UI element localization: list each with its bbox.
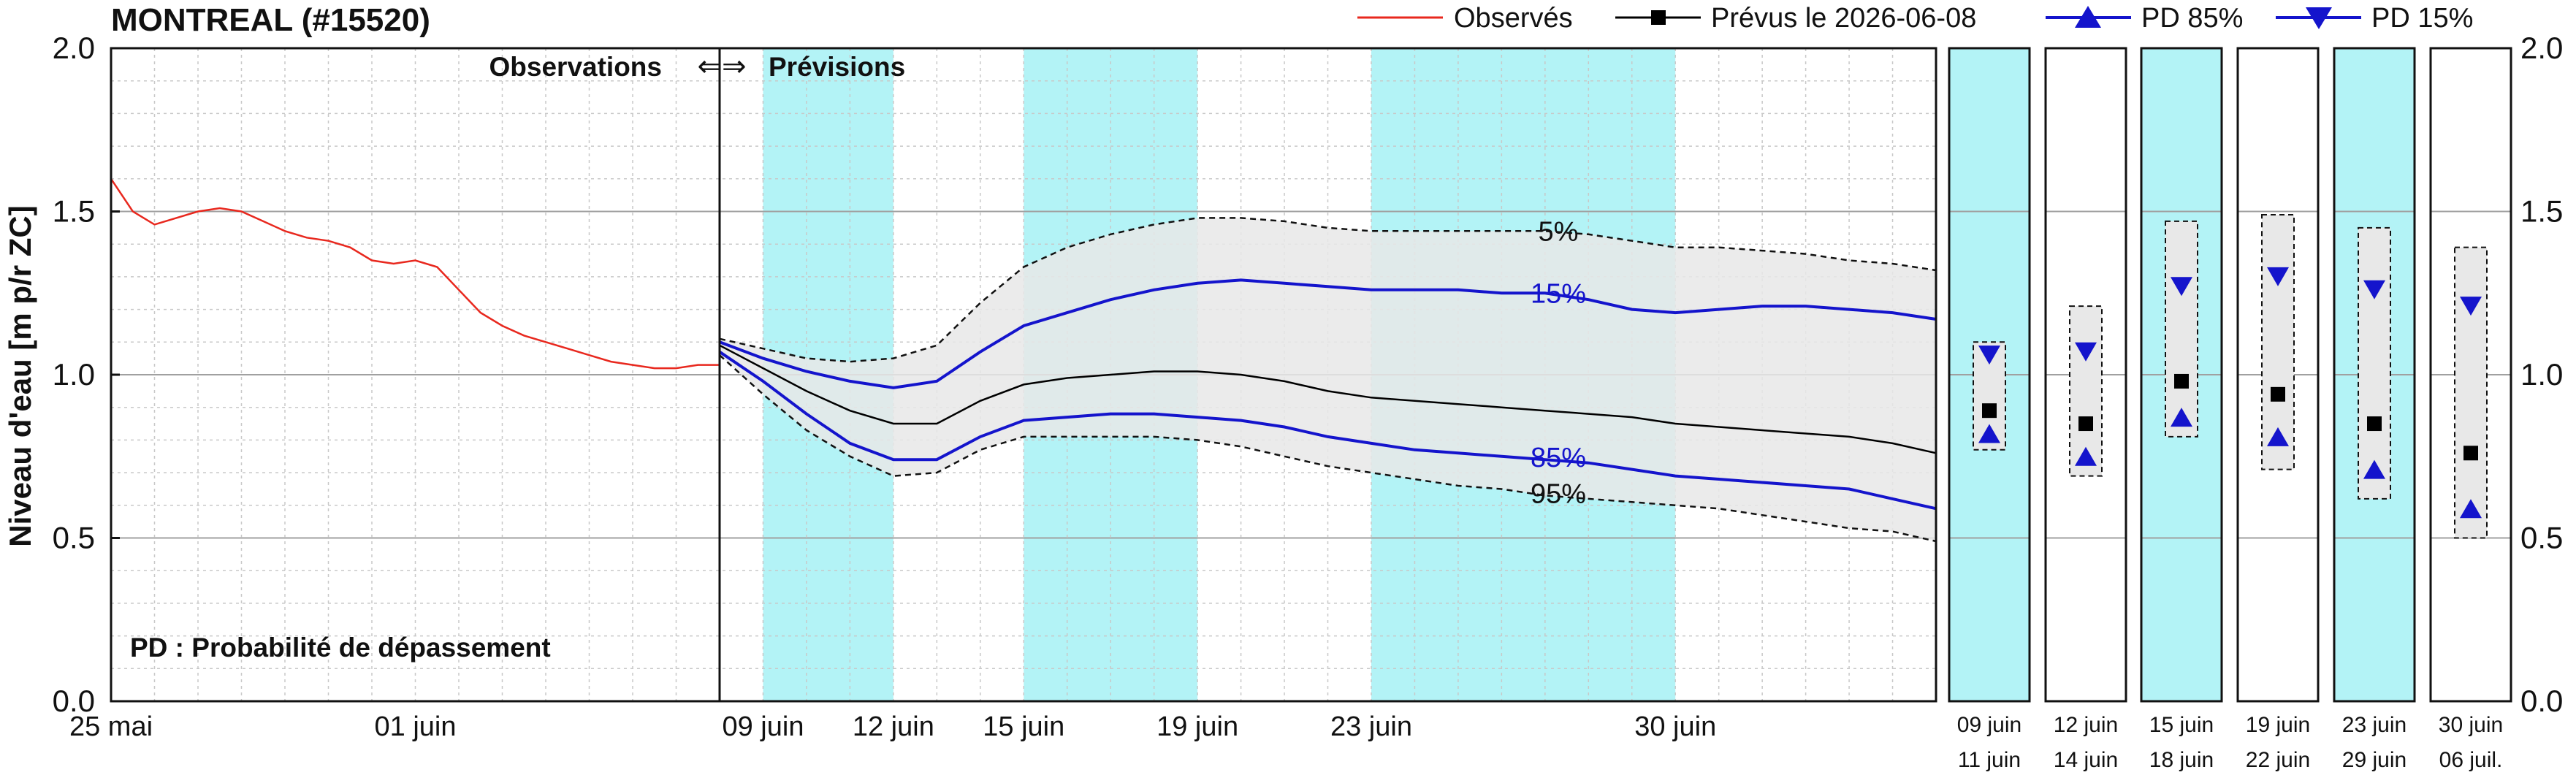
x-tick-observed: 01 juin xyxy=(375,711,457,742)
period-forecast-marker-1 xyxy=(2078,416,2093,432)
legend: Observés Prévus le 2026-06-08 PD 85% PD … xyxy=(1357,3,2473,34)
x-tick-observed: 25 mai xyxy=(69,711,153,742)
period-pd15-marker-4 xyxy=(2363,280,2385,299)
p95-line xyxy=(719,354,1937,543)
period-panel-frame-3 xyxy=(2236,47,2320,703)
period-end-label-0: 11 juin xyxy=(1958,748,2021,772)
period-range-box-3 xyxy=(2261,213,2295,470)
legend-pd85-label: PD 85% xyxy=(2141,3,2243,34)
period-start-label-4: 23 juin xyxy=(2342,713,2407,737)
period-pd85-marker-3 xyxy=(2267,427,2289,446)
forecast-line xyxy=(719,344,1937,454)
y-tick-right: 0.5 xyxy=(2520,521,2563,555)
period-end-label-2: 18 juin xyxy=(2149,748,2214,772)
legend-pd15-marker xyxy=(2306,7,2332,29)
y-tick-left: 2.0 xyxy=(53,31,95,65)
period-pd15-marker-1 xyxy=(2075,342,2097,362)
x-tick-forecast: 19 juin xyxy=(1156,711,1238,742)
period-pd85-marker-4 xyxy=(2363,459,2385,479)
period-panels-layer: 09 juin 11 juin 12 juin 14 juin 15 juin 18 ju… xyxy=(1948,47,2512,772)
period-panel-frame-5 xyxy=(2429,47,2512,703)
period-pd15-marker-3 xyxy=(2267,267,2289,286)
x-tick-forecast: 09 juin xyxy=(722,711,804,742)
period-start-label-1: 12 juin xyxy=(2054,713,2118,737)
legend-pd15-label: PD 15% xyxy=(2371,3,2473,34)
legend-forecast-label: Prévus le 2026-06-08 xyxy=(1711,3,1976,34)
period-range-box-2 xyxy=(2165,220,2198,438)
period-end-label-5: 06 juil. xyxy=(2439,748,2503,772)
period-panel-frame-0 xyxy=(1948,47,2031,703)
observed-line xyxy=(110,178,720,370)
period-start-label-2: 15 juin xyxy=(2149,713,2214,737)
period-panel-frame-4 xyxy=(2333,47,2416,703)
y-tick-left: 1.5 xyxy=(53,194,95,229)
period-panel-frame-1 xyxy=(2044,47,2127,703)
p15-line xyxy=(719,278,1937,389)
series-layer: 5% 15% 85% 95% xyxy=(110,178,1937,543)
observations-label: Observations xyxy=(489,52,662,82)
forecasts-label: Prévisions xyxy=(769,52,905,82)
legend-observed-label: Observés xyxy=(1454,3,1573,34)
period-forecast-marker-4 xyxy=(2367,416,2382,432)
label-p5: 5% xyxy=(1539,216,1579,247)
period-pd15-marker-0 xyxy=(1978,345,2000,365)
y-tick-left: 0.0 xyxy=(53,684,95,718)
period-pd15-marker-5 xyxy=(2460,297,2482,316)
y-tick-left: 1.0 xyxy=(53,357,95,392)
forecast-band-layer xyxy=(720,218,1936,541)
y-tick-right: 2.0 xyxy=(2520,31,2563,65)
y-axis-label: Niveau d'eau [m p/r ZC] xyxy=(3,205,37,546)
x-tick-forecast: 30 juin xyxy=(1634,711,1716,742)
axes-layer: 0.0 0.0 0.5 0.5 1.0 1.0 1.5 1.5 2.0 2.0 25 mai 01 j… xyxy=(53,31,2564,742)
label-p15: 15% xyxy=(1531,278,1586,309)
period-forecast-marker-5 xyxy=(2463,446,2478,461)
period-start-label-0: 09 juin xyxy=(1957,713,2021,737)
period-pd85-marker-2 xyxy=(2171,408,2192,427)
period-start-label-5: 30 juin xyxy=(2439,713,2503,737)
legend-pd85-marker xyxy=(2075,6,2101,28)
x-tick-forecast: 23 juin xyxy=(1330,711,1412,742)
p85-line xyxy=(718,351,1937,511)
x-tick-forecast: 12 juin xyxy=(853,711,934,742)
period-pd85-marker-1 xyxy=(2075,446,2097,466)
legend-forecast-marker xyxy=(1651,10,1666,25)
y-tick-right: 1.0 xyxy=(2520,357,2563,392)
period-panel-frame-2 xyxy=(2140,47,2223,703)
period-pd85-marker-0 xyxy=(1978,424,2000,443)
arrows-label: ⇐⇒ xyxy=(697,50,746,83)
y-tick-right: 1.5 xyxy=(2520,194,2563,229)
period-end-label-4: 29 juin xyxy=(2342,748,2407,772)
x-tick-forecast: 15 juin xyxy=(983,711,1064,742)
y-tick-left: 0.5 xyxy=(53,521,95,555)
period-pd15-marker-2 xyxy=(2171,277,2192,297)
label-p95: 95% xyxy=(1531,478,1586,509)
p5-line xyxy=(719,217,1937,363)
period-forecast-marker-0 xyxy=(1982,403,1997,419)
forecast-uncertainty-band xyxy=(720,218,1936,541)
label-p85: 85% xyxy=(1531,443,1586,473)
chart-title: MONTREAL (#15520) xyxy=(111,2,430,38)
period-end-label-3: 22 juin xyxy=(2246,748,2310,772)
period-pd85-marker-5 xyxy=(2460,499,2482,519)
period-end-label-1: 14 juin xyxy=(2054,748,2118,772)
y-tick-right: 0.0 xyxy=(2520,684,2563,718)
period-forecast-marker-2 xyxy=(2174,373,2189,389)
period-start-label-3: 19 juin xyxy=(2246,713,2310,737)
period-range-box-5 xyxy=(2454,246,2488,539)
period-range-box-4 xyxy=(2358,226,2391,500)
pd-note: PD : Probabilité de dépassement xyxy=(130,633,551,663)
period-forecast-marker-3 xyxy=(2271,386,2285,402)
